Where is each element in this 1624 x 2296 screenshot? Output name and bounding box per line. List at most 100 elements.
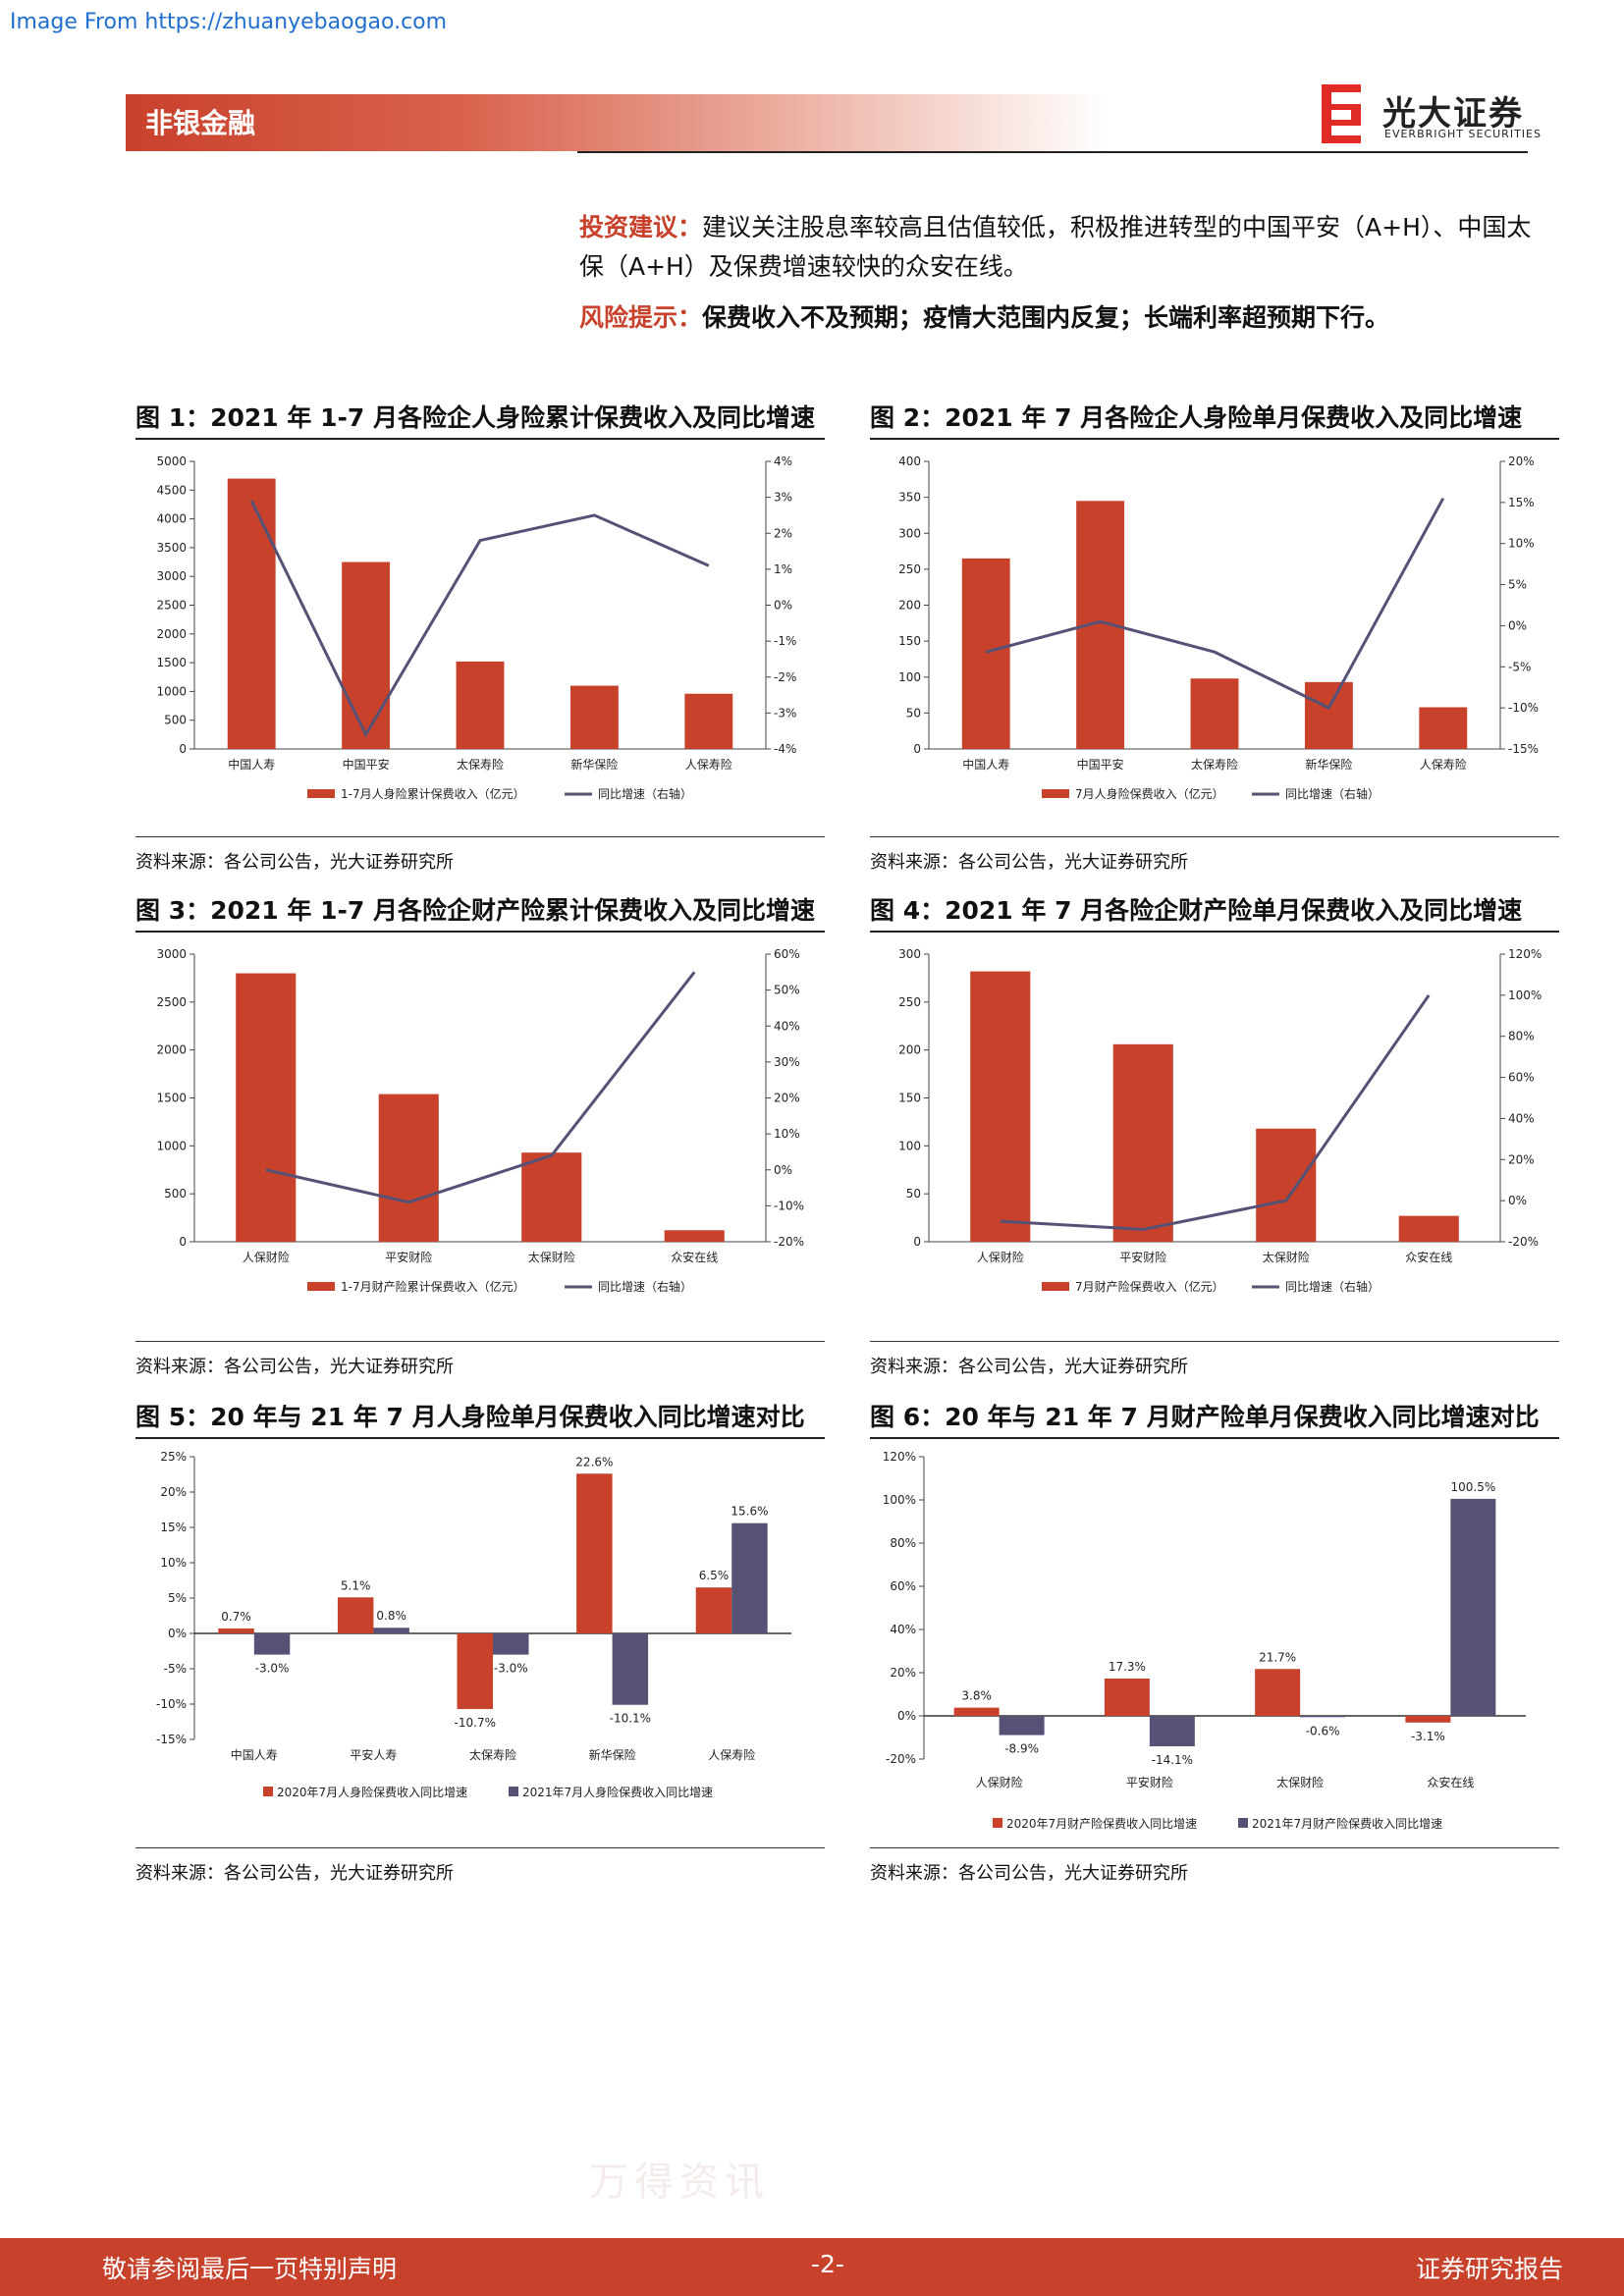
x-tick-label: 新华保险 (1305, 757, 1352, 772)
y-tick-label: -5% (164, 1662, 187, 1676)
legend-swatch (993, 1818, 1002, 1828)
data-label: -3.0% (255, 1662, 290, 1676)
bar (342, 561, 391, 749)
footer-report-type: 证券研究报告 (1416, 2255, 1564, 2283)
figure-4-rule (870, 931, 1559, 933)
y-left-tick-label: 500 (164, 1187, 187, 1201)
legend-label: 1-7月人身险累计保费收入（亿元） (341, 786, 525, 801)
figure-5-rule (135, 1437, 825, 1439)
bar (961, 558, 1010, 749)
y-tick-label: 10% (160, 1556, 187, 1570)
x-tick-label: 平安财险 (385, 1250, 432, 1264)
y-right-tick-label: 15% (1508, 496, 1535, 509)
data-label: -0.6% (1306, 1724, 1340, 1737)
bar (612, 1633, 649, 1705)
bar (378, 1094, 439, 1242)
x-tick-label: 平安人寿 (350, 1747, 397, 1762)
y-right-tick-label: 5% (1508, 578, 1527, 592)
bar (236, 973, 297, 1242)
figure-4-chart: 0 50 100 150 200 250 300 -20% 0% 20% 40% 60% 80% 100%… (898, 947, 1542, 1294)
legend-label: 同比增速（右轴） (1285, 786, 1380, 801)
y-right-tick-label: 20% (1508, 1152, 1535, 1166)
investment-advice: 投资建议：建议关注股息率较高且估值较低，积极推进转型的中国平安（A+H）、中国太… (579, 208, 1542, 287)
bar (337, 1597, 374, 1633)
bar (218, 1628, 254, 1633)
y-left-tick-label: 0 (179, 742, 187, 756)
y-right-tick-label: 60% (774, 947, 800, 961)
y-left-tick-label: 50 (906, 1187, 921, 1201)
bar (1112, 1043, 1173, 1242)
y-left-tick-label: 300 (898, 526, 921, 540)
data-label: 5.1% (341, 1578, 371, 1592)
data-label: 6.5% (699, 1569, 730, 1582)
bar (253, 1633, 291, 1655)
y-right-tick-label: -4% (774, 742, 796, 756)
data-label: 15.6% (731, 1505, 768, 1519)
y-tick-label: 20% (890, 1666, 916, 1680)
bar (684, 693, 733, 749)
footer-bar (0, 2238, 1624, 2296)
bar (576, 1473, 613, 1633)
growth-line (1000, 994, 1431, 1231)
bar (457, 1633, 493, 1710)
everbright-logo-icon (1322, 84, 1361, 143)
figure-4-source: 资料来源：各公司公告，光大证券研究所 (870, 1357, 1188, 1377)
y-tick-label: 20% (160, 1485, 187, 1499)
figure-5-source-rule (135, 1847, 825, 1848)
data-label: 22.6% (575, 1455, 613, 1468)
data-label: -10.7% (455, 1716, 496, 1730)
bar (569, 685, 619, 749)
figure-1-rule (135, 438, 825, 440)
legend-label: 2021年7月财产险保费收入同比增速 (1252, 1816, 1442, 1831)
y-right-tick-label: 120% (1508, 947, 1542, 961)
x-tick-label: 太保寿险 (1191, 757, 1238, 772)
source-link[interactable]: Image From https://zhuanyebaogao.com (10, 10, 448, 34)
section-title: 非银金融 (145, 107, 256, 139)
bar (953, 1707, 1000, 1716)
y-left-tick-label: 1500 (156, 1092, 187, 1105)
y-right-tick-label: -15% (1508, 742, 1539, 756)
figure-3-title: 图 3：2021 年 1-7 月各险企财产险累计保费收入及同比增速 (135, 896, 815, 925)
y-right-tick-label: -10% (774, 1199, 804, 1212)
x-tick-label: 太保财险 (1263, 1250, 1310, 1264)
logo-text: 光大证券 (1382, 94, 1524, 133)
y-right-tick-label: 0% (1508, 1194, 1527, 1207)
figure-3-source: 资料来源：各公司公告，光大证券研究所 (135, 1357, 454, 1377)
growth-line (249, 500, 710, 738)
bar (999, 1716, 1045, 1735)
bar (731, 1522, 768, 1633)
legend-swatch (1238, 1818, 1248, 1828)
x-tick-label: 平安财险 (1119, 1250, 1166, 1264)
figure-1-source: 资料来源：各公司公告，光大证券研究所 (135, 852, 454, 873)
x-tick-label: 太保财险 (1276, 1775, 1324, 1789)
x-tick-label: 众安在线 (671, 1250, 718, 1264)
figure-2-title: 图 2：2021 年 7 月各险企人身险单月保费收入及同比增速 (870, 403, 1523, 432)
legend-label: 同比增速（右轴） (1285, 1279, 1380, 1294)
y-right-tick-label: 50% (774, 984, 800, 997)
watermark: 万得资讯 (589, 2160, 770, 2205)
y-left-tick-label: 2000 (156, 627, 187, 641)
y-left-tick-label: 150 (898, 1092, 921, 1105)
y-tick-label: -20% (886, 1752, 916, 1766)
legend-swatch-bar (1042, 789, 1069, 798)
y-right-tick-label: 1% (774, 562, 792, 576)
footer-disclaimer: 敬请参阅最后一页特别声明 (102, 2255, 398, 2283)
bar (1104, 1678, 1150, 1716)
data-label: -14.1% (1152, 1753, 1193, 1767)
data-label: -10.1% (610, 1712, 651, 1726)
x-tick-label: 人保寿险 (685, 757, 732, 772)
x-tick-label: 中国人寿 (228, 757, 275, 772)
y-right-tick-label: 10% (774, 1127, 800, 1141)
y-right-tick-label: 4% (774, 454, 792, 468)
risk-warning: 风险提示：保费收入不及预期；疫情大范围内反复；长端利率超预期下行。 (579, 298, 1542, 338)
growth-line (985, 497, 1445, 711)
x-tick-label: 中国人寿 (231, 1747, 278, 1762)
y-tick-label: 100% (883, 1493, 916, 1507)
y-left-tick-label: 5000 (156, 454, 187, 468)
page-number: -2- (811, 2250, 844, 2278)
y-left-tick-label: 0 (913, 1235, 921, 1249)
x-tick-label: 众安在线 (1405, 1250, 1452, 1264)
bar (1256, 1128, 1317, 1242)
y-tick-label: 5% (168, 1591, 187, 1605)
y-left-tick-label: 2000 (156, 1043, 187, 1057)
